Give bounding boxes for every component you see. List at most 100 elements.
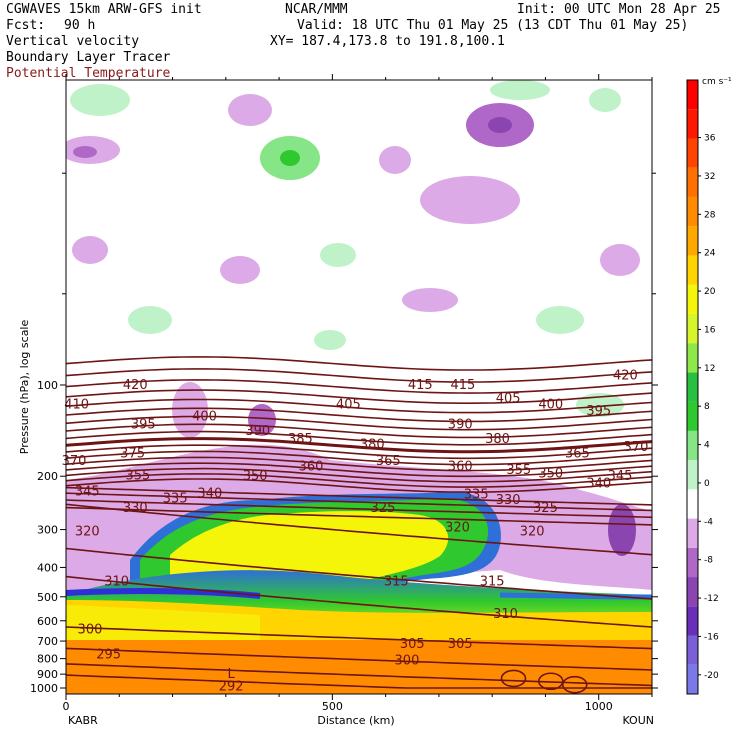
isentrope-label: 350 xyxy=(243,469,268,484)
colorbar-swatch xyxy=(687,664,698,694)
isentrope-label: 340 xyxy=(197,486,222,501)
isentrope-label: 380 xyxy=(485,432,510,447)
x-tick-label: 500 xyxy=(322,700,343,713)
x-tick-label: 1000 xyxy=(585,700,613,713)
isentrope-line xyxy=(66,398,652,414)
isentrope-label: 310 xyxy=(104,574,129,589)
y-tick-label: 800 xyxy=(37,653,58,666)
colorbar-swatch xyxy=(687,343,698,373)
y-tick-label: 700 xyxy=(37,635,58,648)
y-tick-label: 300 xyxy=(37,524,58,537)
cross-section-coords: XY= 187.4,173.8 to 191.8,100.1 xyxy=(270,34,505,49)
isentrope-label: 315 xyxy=(384,574,409,589)
isentrope-closed-contour xyxy=(561,675,588,694)
colorbar-swatch xyxy=(687,109,698,139)
fcst-label: Fcst: xyxy=(6,18,46,33)
isentrope-line xyxy=(66,492,652,512)
colorbar-tick-label: 28 xyxy=(704,210,716,220)
isentrope-label: 415 xyxy=(450,378,475,393)
colorbar-tick-label: 0 xyxy=(704,479,710,489)
isentrope-label: 360 xyxy=(299,460,324,475)
low-marker: L xyxy=(228,667,236,682)
plot-frame xyxy=(65,79,653,695)
isentrope-label: 325 xyxy=(533,501,558,516)
isentrope-line xyxy=(66,379,652,394)
y-tick-label: 1000 xyxy=(30,682,58,695)
isentrope-label: 390 xyxy=(245,424,270,439)
colorbar-swatch xyxy=(687,372,698,402)
colorbar-swatch xyxy=(687,284,698,314)
isentrope-closed-contour xyxy=(537,672,564,691)
colorbar-swatch xyxy=(687,138,698,168)
isentrope-label: 320 xyxy=(520,525,545,540)
isentrope-line xyxy=(66,462,652,478)
isentrope-label: 375 xyxy=(120,446,145,461)
isentrope-closed-contour xyxy=(500,669,527,688)
isentrope-label: 300 xyxy=(395,653,420,668)
colorbar-swatch xyxy=(687,255,698,285)
colorbar-tick-label: -16 xyxy=(704,632,719,642)
colorbar: 36 32 28 24 20 16 12 8 4 0 -4 -8 -12 -16 -20 xyxy=(686,79,719,695)
colorbar-swatch xyxy=(687,226,698,256)
isentrope-line xyxy=(66,473,652,488)
x-axis-label: Distance (km) xyxy=(317,714,394,727)
isentrope-label: 365 xyxy=(565,446,590,461)
colorbar-tick-label: -4 xyxy=(704,517,713,527)
isentrope-label: 295 xyxy=(96,647,121,662)
isentrope-label: 420 xyxy=(613,368,638,383)
isentrope-label: 305 xyxy=(400,637,425,652)
isentrope-label: 355 xyxy=(126,469,151,484)
potential-temperature-labels: 420 410 400 395 390 385 380 375 370 365 360 360 355 3… xyxy=(62,368,649,694)
colorbar-swatch xyxy=(687,577,698,607)
isentrope-line xyxy=(66,450,652,466)
isentrope-line xyxy=(66,503,652,556)
isentrope-label: 310 xyxy=(493,607,518,622)
y-tick-label: 600 xyxy=(37,615,58,628)
colorbar-tick-label: 24 xyxy=(704,249,716,259)
field-shading xyxy=(66,80,652,694)
colorbar-tick-label: -8 xyxy=(704,556,713,566)
colorbar-tick-label: 8 xyxy=(704,402,710,412)
isentrope-label: 400 xyxy=(192,409,217,424)
fcst-value: 90 h xyxy=(64,18,96,33)
y-tick-label: 900 xyxy=(37,668,58,681)
right-endpoint-label: KOUN xyxy=(622,714,654,727)
isentrope-line xyxy=(66,467,652,483)
isentrope-line xyxy=(66,506,652,526)
isentrope-label: 420 xyxy=(123,378,148,393)
isentrope-line xyxy=(66,647,652,671)
isentrope-label: 380 xyxy=(360,437,385,452)
isentrope-label: 305 xyxy=(448,637,473,652)
colorbar-tick-label: 4 xyxy=(704,441,710,451)
isentrope-line xyxy=(66,430,652,446)
isentrope-label: 345 xyxy=(608,469,633,484)
init-time: Init: 00 UTC Mon 28 Apr 25 xyxy=(517,2,721,17)
isentrope-label: 395 xyxy=(586,404,611,419)
isentrope-line xyxy=(66,407,652,423)
isentrope-line xyxy=(66,499,652,519)
y-tick-label: 400 xyxy=(37,561,58,574)
isentrope-label: 370 xyxy=(624,440,649,455)
isentrope-label: 395 xyxy=(131,417,156,432)
colorbar-swatch xyxy=(687,80,698,110)
colorbar-swatch xyxy=(687,606,698,636)
potential-temperature-contours xyxy=(66,356,652,694)
isentrope-label: 405 xyxy=(336,398,361,413)
colorbar-tick-label: 16 xyxy=(704,325,716,335)
colorbar-tick-label: -12 xyxy=(704,594,719,604)
isentrope-label: 335 xyxy=(464,488,489,503)
colorbar-tick-label: 12 xyxy=(704,364,715,374)
isentrope-line xyxy=(66,575,652,628)
colorbar-frame xyxy=(686,79,699,695)
isentrope-label: 330 xyxy=(496,493,521,508)
field-potential-temperature: Potential Temperature xyxy=(6,66,171,81)
isentrope-line xyxy=(66,478,652,493)
isentrope-line xyxy=(66,444,652,460)
field-boundary-layer-tracer: Boundary Layer Tracer xyxy=(6,50,171,65)
isentrope-label: 335 xyxy=(163,492,188,507)
isentrope-label: 360 xyxy=(448,460,473,475)
isentrope-label: 390 xyxy=(448,417,473,432)
field-vertical-velocity: Vertical velocity xyxy=(6,34,140,49)
